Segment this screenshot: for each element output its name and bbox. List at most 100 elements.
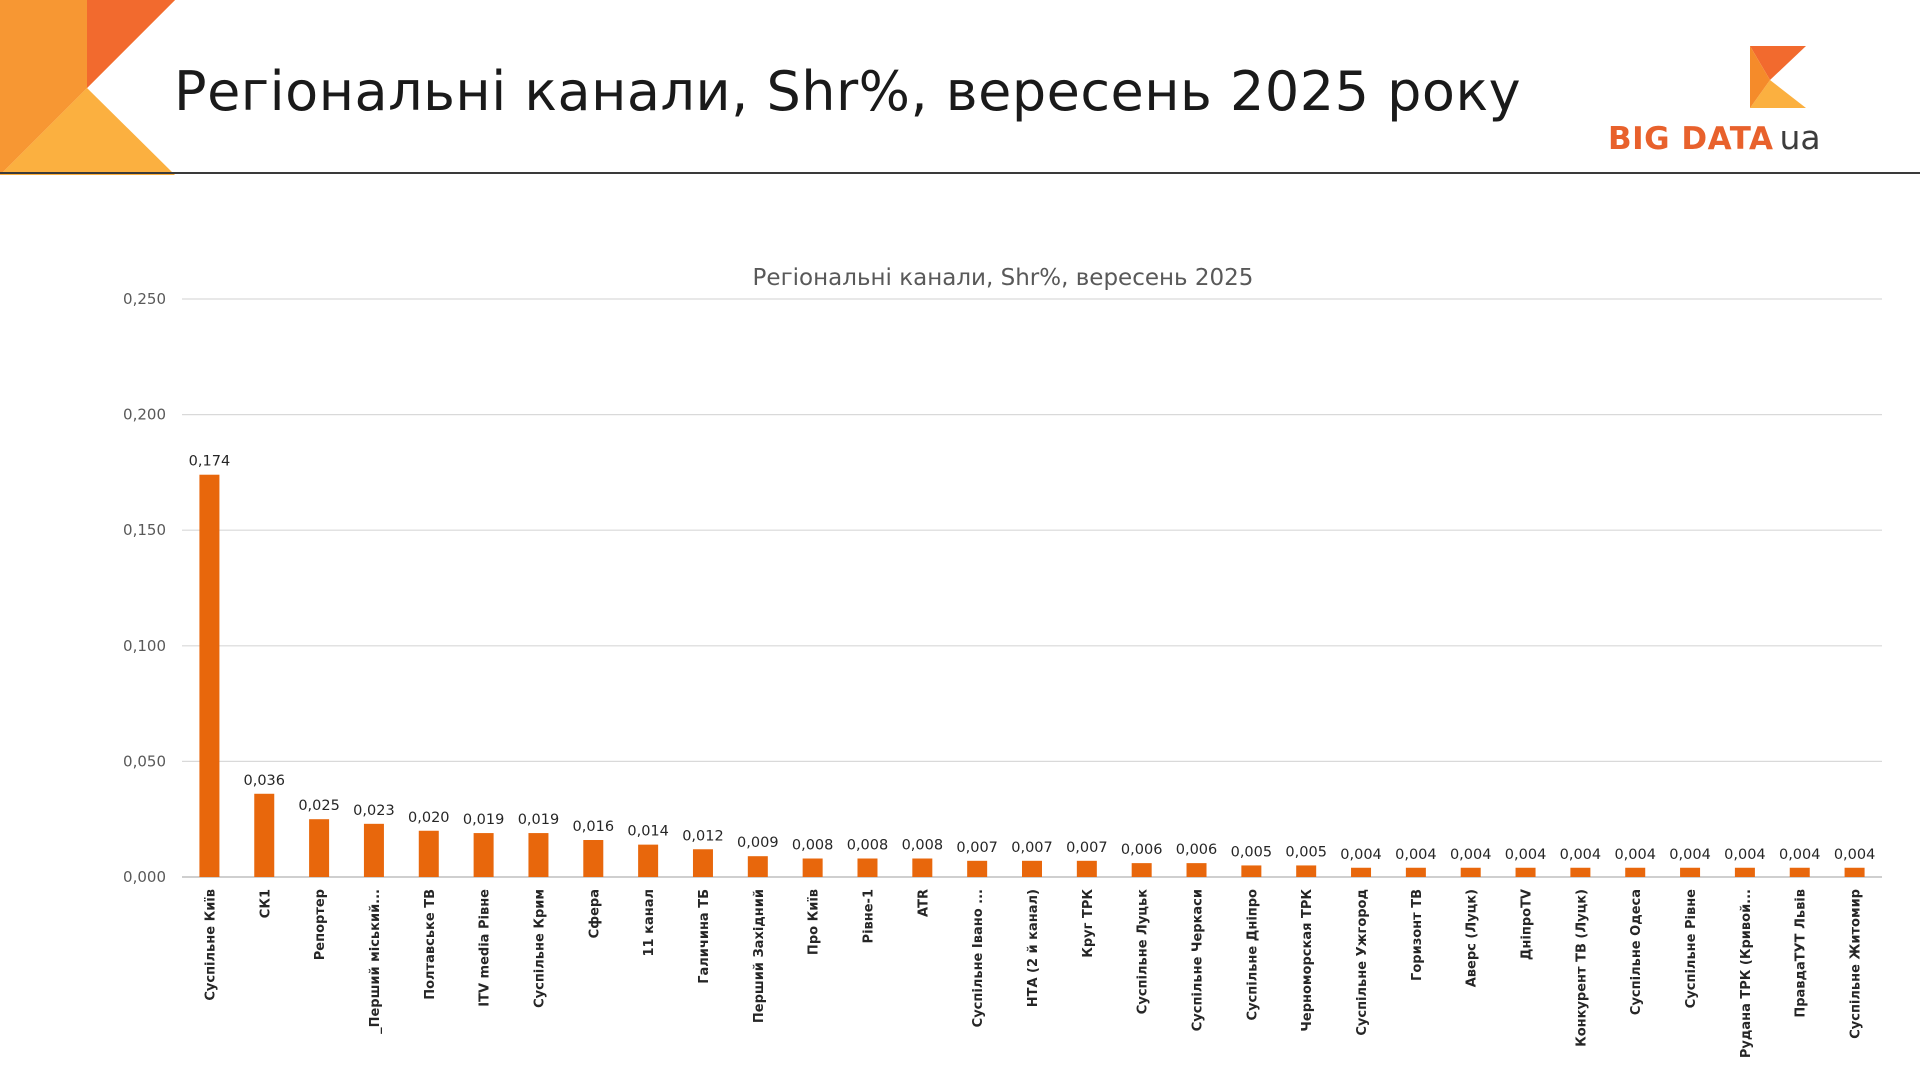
x-tick-label: ПравдаТУТ Львів — [1794, 889, 1809, 1018]
data-label: 0,014 — [627, 824, 669, 840]
bar — [1680, 867, 1701, 877]
x-tick-label: Суспільне Одеса — [1629, 889, 1644, 1015]
bar — [1022, 860, 1042, 877]
bar — [1460, 867, 1481, 877]
x-tick-label: Круг ТРК — [1081, 889, 1096, 958]
logo-suffix: ua — [1779, 118, 1821, 157]
bar — [1351, 867, 1372, 877]
data-label: 0,004 — [1450, 847, 1492, 863]
bar — [1789, 867, 1810, 877]
data-labels: 0,174 0,036 0,025 0,023 0,020 0,019 0,019 0,016… — [189, 454, 1876, 863]
y-tick-label: 0,250 — [123, 290, 166, 308]
data-label: 0,004 — [1395, 847, 1437, 863]
data-label: 0,019 — [518, 812, 560, 828]
x-tick-label: Суспільне Рівне — [1684, 889, 1699, 1008]
big-data-logo: BIG DATA ua — [1600, 46, 1840, 158]
x-tick-label: Суспільне Луцьк — [1136, 889, 1151, 1014]
bar — [1570, 867, 1591, 877]
data-label: 0,025 — [298, 798, 340, 814]
bar — [1405, 867, 1426, 877]
x-tick-label: Суспільне Житомир — [1849, 889, 1864, 1039]
data-label: 0,023 — [353, 803, 395, 819]
data-label: 0,004 — [1614, 847, 1656, 863]
bar — [1076, 860, 1097, 877]
bar — [692, 849, 713, 877]
x-axis-labels: Суспільне Київ СК1 Репортер _Перший міський… — [203, 889, 1863, 1059]
bar — [1296, 865, 1317, 877]
bar — [1515, 867, 1536, 877]
logo-text: BIG DATA ua — [1608, 118, 1821, 157]
bar — [528, 833, 549, 877]
y-tick-label: 0,100 — [123, 637, 166, 655]
x-tick-label: Черноморская ТРК — [1300, 889, 1315, 1032]
data-label: 0,174 — [189, 454, 231, 470]
data-label: 0,012 — [682, 828, 724, 844]
x-tick-label: СК1 — [258, 889, 273, 918]
bar — [363, 823, 384, 877]
data-label: 0,004 — [1340, 847, 1382, 863]
x-tick-label: 11 канал — [642, 889, 657, 957]
gridlines — [182, 298, 1882, 878]
x-tick-label: Галичина ТБ — [697, 889, 712, 984]
bar — [802, 858, 823, 877]
slide-title: Регіональні канали, Shr%, вересень 2025 … — [174, 60, 1522, 123]
x-tick-label: Рудана ТРК (Кривой... — [1739, 889, 1754, 1058]
x-tick-label: Суспільне Черкаси — [1191, 889, 1206, 1031]
bar — [473, 833, 494, 877]
logo-brand: BIG DATA — [1608, 121, 1774, 157]
x-tick-label: ДніпроTV — [1520, 889, 1535, 960]
y-tick-label: 0,000 — [123, 868, 166, 886]
data-label: 0,008 — [792, 838, 834, 854]
x-tick-label: Конкурент ТВ (Луцк) — [1574, 889, 1589, 1047]
x-tick-label: НТА (2 й канал) — [1026, 889, 1041, 1007]
x-tick-label: Суспільне Дніпро — [1245, 889, 1260, 1021]
bar — [912, 858, 933, 877]
header-divider — [0, 172, 1920, 174]
bar — [309, 819, 330, 877]
x-tick-label: Рівне-1 — [861, 889, 876, 943]
x-tick-label: Полтавське ТВ — [423, 889, 438, 1000]
y-tick-label: 0,050 — [123, 752, 166, 770]
data-label: 0,007 — [1066, 840, 1108, 856]
data-label: 0,019 — [463, 812, 505, 828]
data-label: 0,005 — [1285, 844, 1327, 860]
bar — [747, 856, 768, 877]
data-label: 0,008 — [902, 838, 944, 854]
x-tick-label: _Перший міський... — [368, 889, 383, 1034]
data-label: 0,004 — [1560, 847, 1602, 863]
bar — [1131, 863, 1152, 877]
bar — [1186, 863, 1207, 877]
data-label: 0,009 — [737, 835, 779, 851]
y-tick-label: 0,200 — [123, 406, 166, 424]
bar — [199, 474, 220, 877]
x-tick-label: Суспільне Ужгород — [1355, 889, 1370, 1036]
bar — [1734, 867, 1755, 877]
x-tick-label: Сфера — [587, 889, 602, 938]
bar — [857, 858, 878, 877]
corner-decoration — [0, 0, 175, 175]
data-label: 0,036 — [244, 773, 286, 789]
data-label: 0,004 — [1779, 847, 1821, 863]
bar — [418, 830, 439, 877]
data-label: 0,004 — [1724, 847, 1766, 863]
x-tick-label: Суспільне Івано ... — [971, 889, 986, 1027]
data-label: 0,016 — [573, 819, 615, 835]
bar — [638, 844, 659, 877]
x-tick-label: Репортер — [313, 889, 328, 960]
data-label: 0,004 — [1669, 847, 1711, 863]
x-tick-label: Перший Західний — [752, 889, 767, 1023]
x-tick-label: ATR — [916, 889, 931, 917]
bar — [583, 840, 604, 877]
data-label: 0,005 — [1231, 844, 1273, 860]
data-label: 0,007 — [956, 840, 998, 856]
bars — [199, 474, 1865, 877]
data-label: 0,006 — [1121, 842, 1163, 858]
bar — [254, 793, 275, 877]
y-axis-ticks: 0,000 0,050 0,100 0,150 0,200 0,250 — [123, 290, 166, 886]
data-label: 0,007 — [1011, 840, 1053, 856]
bar — [1844, 867, 1865, 877]
logo-arrow-icon — [1750, 46, 1806, 108]
slide-header: Регіональні канали, Shr%, вересень 2025 … — [0, 0, 1920, 175]
bar — [1625, 867, 1646, 877]
